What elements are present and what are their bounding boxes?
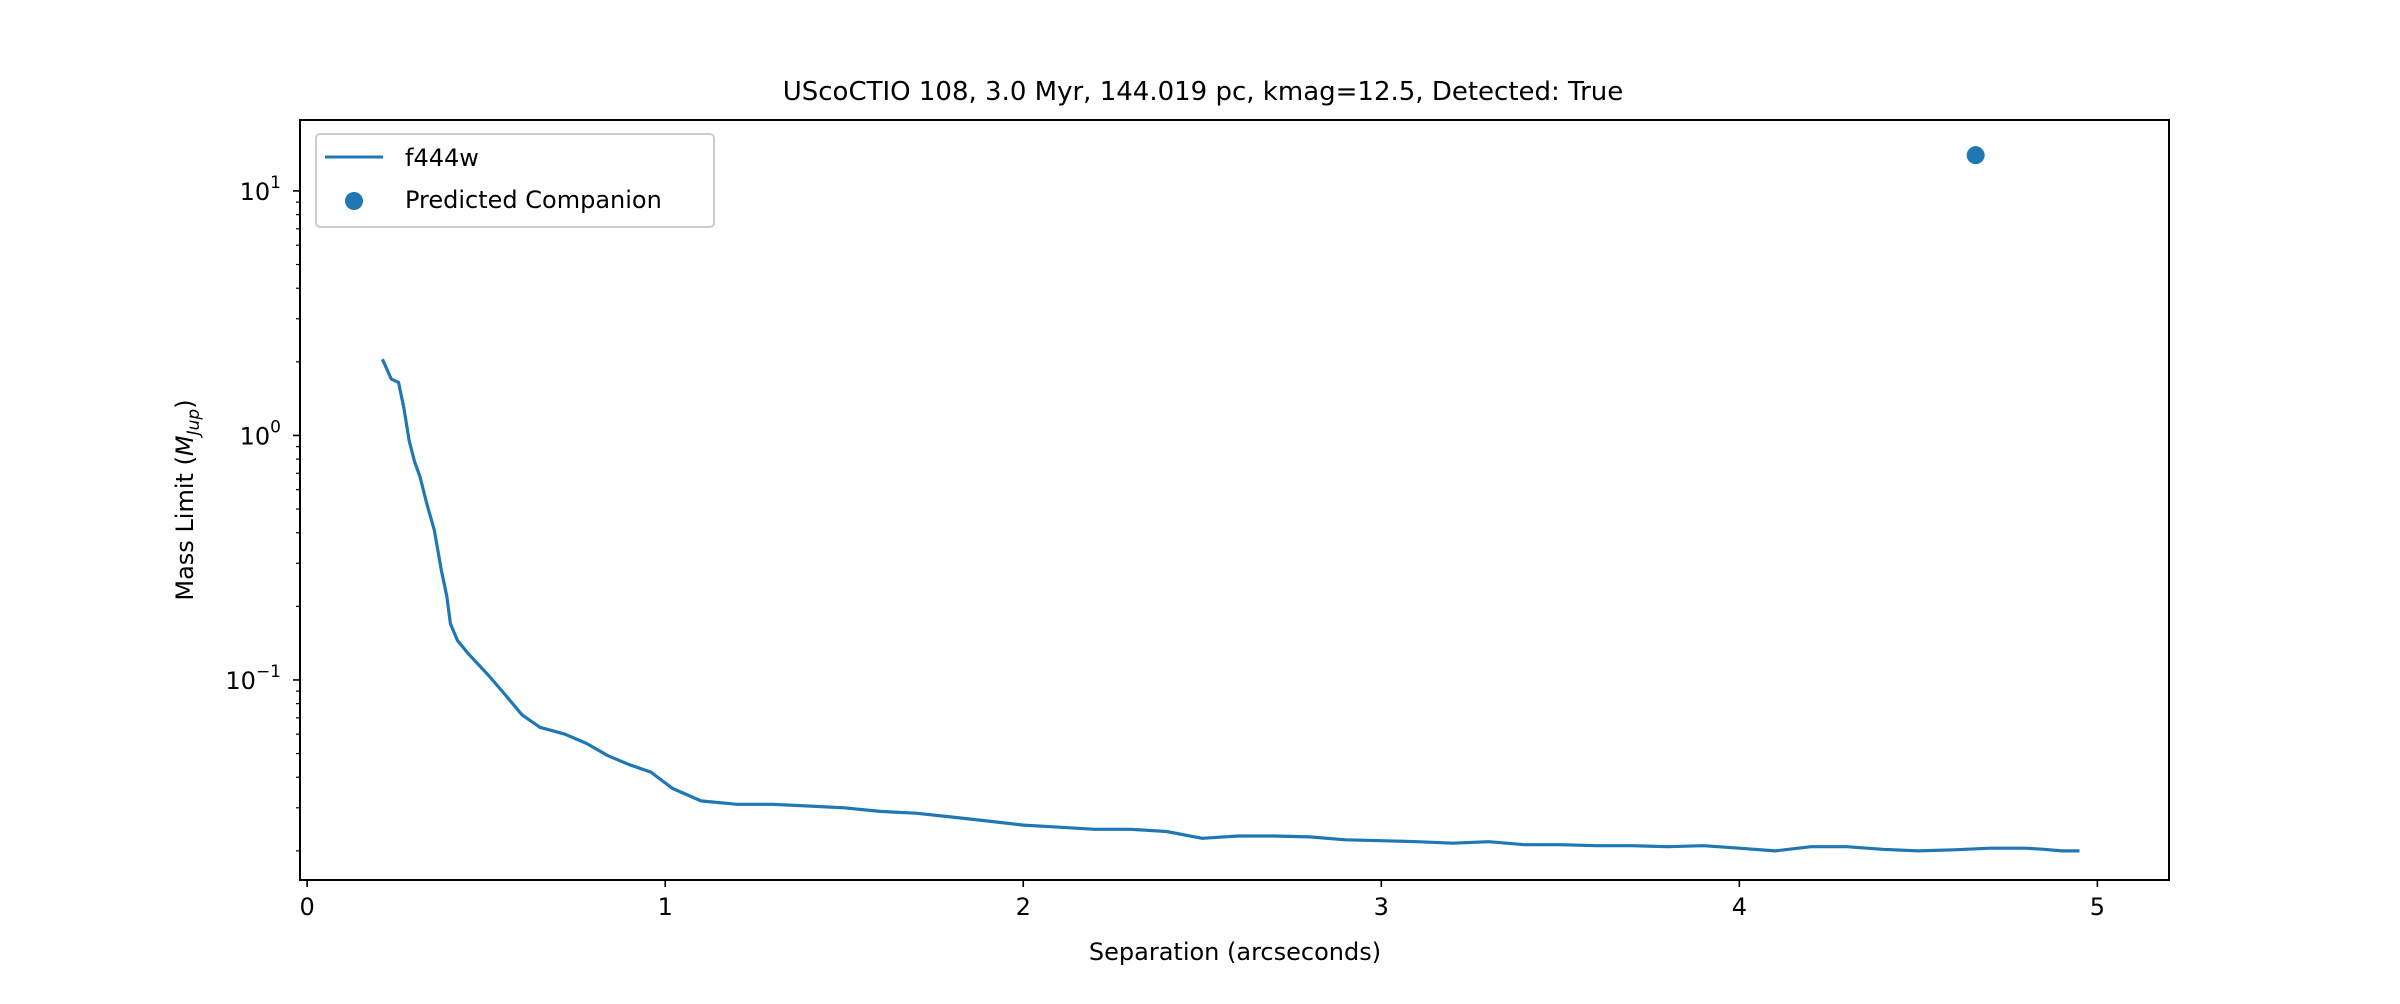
legend-label-f444w: f444w [405,144,479,172]
legend-box [315,133,715,228]
series-line-f444w [380,358,2080,853]
x-tick-label: 5 [2090,893,2105,921]
legend-label-predicted-companion: Predicted Companion [405,186,662,214]
y-tick-label: 101 [240,173,281,206]
x-tick-label: 2 [1016,893,1031,921]
plot-frame [299,119,2170,881]
y-axis-label-math: M [171,435,199,456]
predicted-companion-point [1966,146,1985,165]
x-axis-label: Separation (arcseconds) [1089,938,1381,966]
y-axis-label-subscript: Jup [184,409,204,439]
x-tick-label: 1 [658,893,673,921]
legend: f444w Predicted Companion [315,133,715,228]
x-tick-label: 4 [1732,893,1747,921]
x-axis-ticks: 0 1 2 3 4 5 [300,880,2105,921]
y-axis-label-suffix: ) [171,399,199,408]
y-axis-label: Mass Limit (MJup) [171,399,204,600]
legend-marker-swatch [345,192,363,210]
y-tick-label: 10−1 [225,662,281,695]
y-tick-label: 100 [240,417,281,450]
y-axis-label-prefix: Mass Limit ( [171,456,199,601]
plot-series-group [380,146,2080,853]
x-tick-label: 0 [300,893,315,921]
y-axis-ticks: 10−1 100 101 [225,173,300,852]
chart-title: UScoCTIO 108, 3.0 Myr, 144.019 pc, kmag=… [783,77,1624,107]
x-tick-label: 3 [1374,893,1389,921]
